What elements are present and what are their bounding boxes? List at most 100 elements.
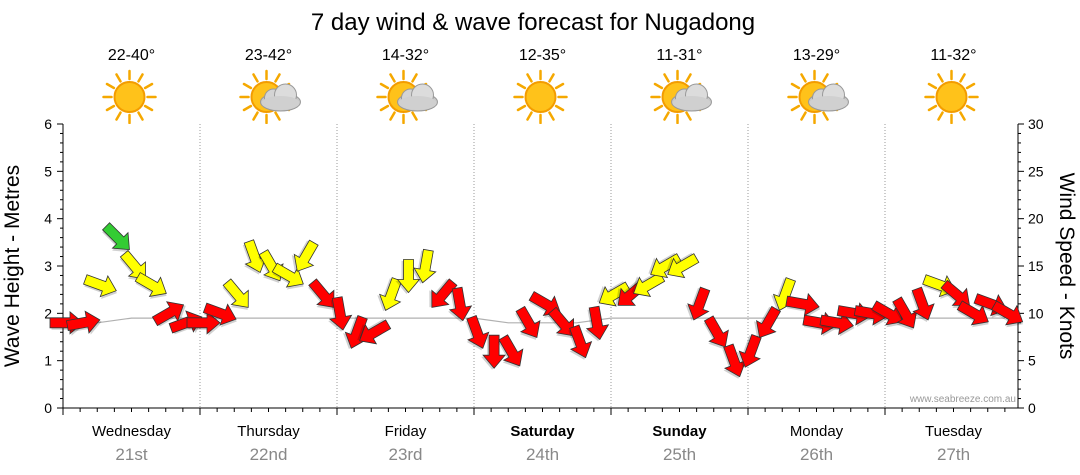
right-tick-label: 25 xyxy=(1028,163,1044,179)
sun-ray xyxy=(927,104,938,112)
sun-ray xyxy=(800,73,807,83)
chart-title: 7 day wind & wave forecast for Nugadong xyxy=(311,9,755,36)
left-tick-label: 1 xyxy=(44,353,52,369)
wind-arrow xyxy=(481,334,506,370)
sun-ray xyxy=(790,104,801,112)
day-name-label: Thursday xyxy=(237,423,300,440)
wind-arrow xyxy=(785,292,821,318)
wind-arrow xyxy=(271,262,304,290)
partly-cloudy-icon xyxy=(650,69,712,125)
wind-arrow xyxy=(134,272,167,299)
right-tick-label: 0 xyxy=(1028,400,1036,416)
temperature-label: 22-40° xyxy=(108,47,155,64)
partly-cloudy-icon xyxy=(787,69,849,125)
wind-arrow xyxy=(291,239,319,272)
sun-ray xyxy=(105,104,116,112)
temperature-label: 13-29° xyxy=(793,47,840,64)
sun-ray xyxy=(252,73,259,83)
sun-ray xyxy=(252,111,259,121)
sun-ray xyxy=(411,111,418,121)
temperature-label: 12-35° xyxy=(519,47,566,64)
sun-ray xyxy=(937,111,944,121)
wind-arrow xyxy=(66,310,102,335)
wind-arrow xyxy=(665,252,700,279)
gridlines xyxy=(199,124,886,408)
right-tick-label: 20 xyxy=(1028,211,1044,227)
wind-arrow xyxy=(736,333,762,368)
wave-height-axis: 0 1 2 3 4 5 6 xyxy=(44,116,64,416)
sun-ray xyxy=(379,104,390,112)
temperature-label: 14-32° xyxy=(382,47,429,64)
wind-arrow xyxy=(547,306,575,339)
wind-arrow xyxy=(242,239,267,275)
sun-ray xyxy=(526,73,533,83)
left-tick-label: 5 xyxy=(44,163,52,179)
sun-ray xyxy=(663,111,670,121)
wind-arrow xyxy=(411,248,437,284)
sunny-icon xyxy=(924,69,979,125)
wind-arrow xyxy=(585,305,610,342)
day-name-label: Wednesday xyxy=(92,423,171,440)
partly-cloudy-icon xyxy=(376,69,438,125)
sun-ray xyxy=(822,111,829,121)
sun-ray xyxy=(790,82,801,90)
wind-arrow xyxy=(722,343,747,379)
cloud xyxy=(808,83,849,112)
sun-ray xyxy=(242,82,253,90)
sun-ray xyxy=(379,82,390,90)
day-axis: Wednesday 21st Thursday 22nd Friday 23rd Satur… xyxy=(62,407,1018,464)
wind-arrow xyxy=(568,324,593,360)
sun-ray xyxy=(937,73,944,83)
right-axis-label: Wind Speed - Knots xyxy=(1055,173,1078,360)
sun-disc xyxy=(935,81,968,113)
plot-background xyxy=(63,124,1018,408)
temperature-label: 23-42° xyxy=(245,47,292,64)
cloud xyxy=(260,83,301,112)
wind-arrow xyxy=(515,305,541,340)
wind-arrow xyxy=(308,278,335,310)
wind-arrow xyxy=(910,286,935,322)
wind-arrow xyxy=(819,311,855,337)
sun-ray xyxy=(685,111,692,121)
sun-ray xyxy=(516,104,527,112)
wind-arrow xyxy=(891,296,918,331)
wind-arrow xyxy=(429,278,458,308)
wind-arrow xyxy=(754,305,781,339)
cloud xyxy=(671,83,712,112)
wind-arrow xyxy=(377,277,403,312)
wind-arrow xyxy=(357,318,392,345)
wind-arrow xyxy=(448,286,473,323)
left-axis-label: Wave Height - Metres xyxy=(1,165,24,367)
sun-ray xyxy=(516,82,527,90)
sun-ray xyxy=(115,73,122,83)
left-tick-label: 3 xyxy=(44,258,52,274)
day-date-label: 22nd xyxy=(250,445,288,464)
sun-disc xyxy=(524,81,557,113)
wind-arrow xyxy=(685,286,711,321)
sun-ray xyxy=(685,73,692,83)
sun-ray xyxy=(115,111,122,121)
day-date-label: 25th xyxy=(663,445,696,464)
day-date-label: 21st xyxy=(115,445,147,464)
sun-ray xyxy=(526,111,533,121)
sun-ray xyxy=(653,104,664,112)
sun-ray xyxy=(800,111,807,121)
day-date-label: 26th xyxy=(800,445,833,464)
wind-arrow xyxy=(465,315,490,351)
wind-arrow xyxy=(395,259,421,294)
left-tick-label: 6 xyxy=(44,116,52,132)
sun-ray xyxy=(548,73,555,83)
day-date-label: 24th xyxy=(526,445,559,464)
day-date-label: 27th xyxy=(937,445,970,464)
wind-series xyxy=(49,222,1024,379)
sun-ray xyxy=(143,104,154,112)
sun-ray xyxy=(653,82,664,90)
wind-arrow xyxy=(151,301,186,327)
wind-arrow xyxy=(222,278,249,310)
left-tick-label: 0 xyxy=(44,400,52,416)
watermark: www.seabreeze.com.au xyxy=(909,394,1016,405)
wind-arrow xyxy=(871,300,904,328)
sunny-icon xyxy=(513,69,568,125)
right-tick-label: 10 xyxy=(1028,305,1044,321)
